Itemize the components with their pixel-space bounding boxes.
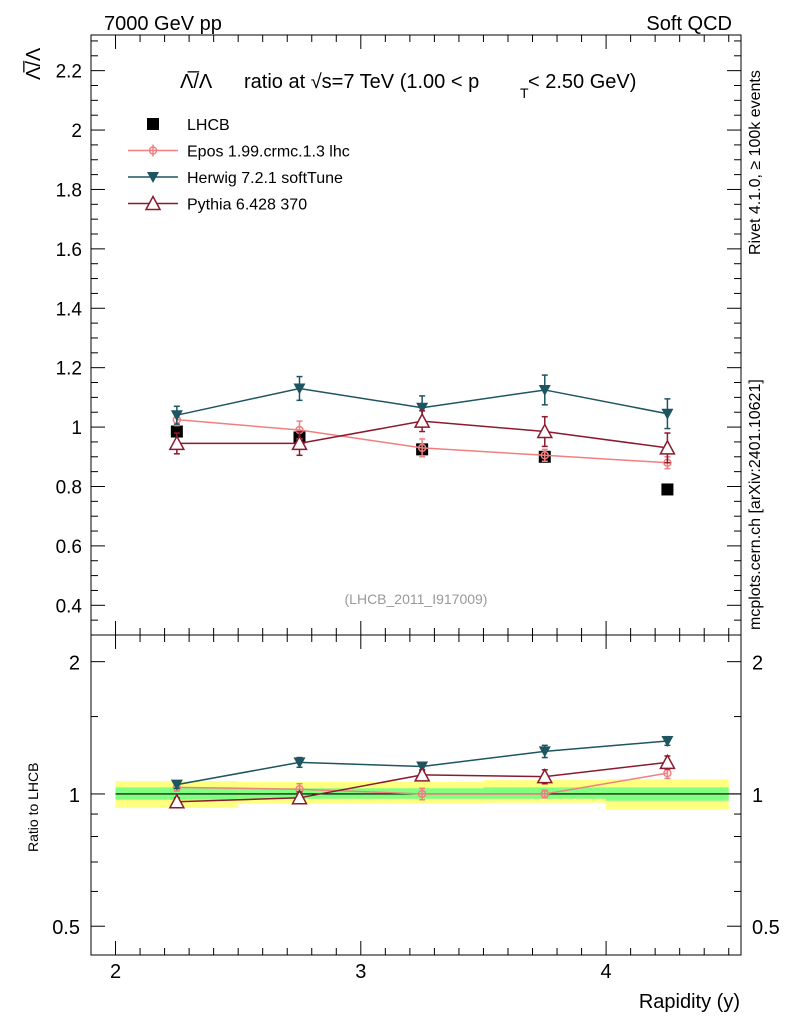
y-tick-label: 2 [71, 121, 82, 142]
ratio-point-pythia [168, 793, 186, 809]
data-point-epos [417, 443, 427, 453]
data-point-herwig [538, 384, 551, 396]
ratio-y-tick-label-right: 2 [752, 653, 763, 675]
ratio-panel: Ratio to LHCB 0.5 0.5 1 1 2 2 2 3 4 Rapidity (y) [25, 634, 780, 1013]
data-point-herwig [170, 410, 183, 422]
ratio-y-tick-label: 2 [69, 653, 80, 675]
main-panel: Λ̅/Λ Λ̅/Λ ratio at √s=7 TeV (1.00 < p T … [22, 34, 742, 636]
analysis-watermark: (LHCB_2011_I917009) [345, 591, 488, 607]
y-tick-label: 2.2 [56, 62, 82, 83]
header-left: 7000 GeV pp [104, 13, 222, 35]
title-end: < 2.50 GeV) [528, 71, 636, 93]
legend: LHCB Epos 1.99.crmc.1.3 lhc Herwig 7.2.1 s… [128, 117, 350, 214]
y-tick-label: 0.6 [56, 537, 82, 558]
y-tick-label: 1.4 [56, 299, 83, 320]
data-point-pythia [413, 412, 431, 428]
title-main: ratio at √s=7 TeV (1.00 < p [244, 71, 479, 93]
y-tick-label: 0.4 [56, 596, 83, 617]
header-right: Soft QCD [646, 13, 732, 35]
y-tick-label: 1.2 [56, 359, 82, 380]
data-point-pythia [291, 434, 308, 451]
y-tick-label: 1.8 [56, 180, 82, 201]
series-herwig [170, 374, 674, 430]
ratio-series-pythia [168, 753, 676, 809]
ratio-y-tick-label: 1 [69, 785, 80, 807]
mcplots-label: mcplots.cern.ch [arXiv:2401.10621] [747, 379, 764, 630]
x-tick-label: 3 [355, 961, 366, 983]
ratio-point-pythia [659, 753, 676, 770]
series-epos [172, 412, 672, 470]
series-pythia [168, 409, 676, 464]
plot-title: Λ̅/Λ ratio at √s=7 TeV (1.00 < p T < 2.5… [180, 70, 636, 101]
data-point-pythia [659, 439, 676, 455]
ratio-point-herwig [538, 746, 551, 758]
ratio-series-epos [172, 767, 672, 801]
title-symbol: Λ̅/Λ [180, 70, 213, 93]
ratio-point-herwig [293, 757, 306, 769]
y-tick-label: 1 [71, 418, 82, 439]
ratio-y-tick-label-right: 0.5 [752, 917, 780, 939]
legend-marker-pythia [144, 194, 162, 211]
legend-label-pythia: Pythia 6.428 370 [187, 197, 307, 214]
series-lhcb [170, 425, 674, 496]
x-axis-label: Rapidity (y) [639, 991, 740, 1013]
x-tick-label: 4 [601, 961, 612, 983]
ratio-point-pythia [413, 766, 431, 782]
rivet-label: Rivet 4.1.0, ≥ 100k events [747, 70, 764, 255]
ratio-point-epos [417, 789, 427, 799]
ratio-y-tick-label-right: 1 [752, 785, 763, 807]
legend-marker-lhcb [147, 118, 159, 130]
data-point-epos [540, 451, 550, 460]
x-tick-label: 2 [110, 961, 121, 983]
data-point-pythia [168, 434, 186, 451]
data-point-lhcb [170, 425, 183, 438]
data-point-herwig [293, 383, 306, 395]
ratio-point-pythia [536, 768, 554, 784]
y-tick-label: 1.6 [56, 240, 82, 261]
y-tick-label: 0.8 [56, 477, 82, 498]
ratio-point-epos [540, 789, 550, 799]
data-point-herwig [661, 408, 674, 420]
data-point-lhcb [661, 483, 674, 496]
data-point-pythia [536, 422, 554, 439]
legend-label-epos: Epos 1.99.crmc.1.3 lhc [187, 144, 350, 161]
data-point-herwig [416, 402, 429, 414]
ratio-y-axis-label: Ratio to LHCB [25, 763, 41, 852]
ratio-point-herwig [170, 779, 183, 791]
main-series [168, 374, 676, 496]
main-axes: 0.4 0.6 0.8 1 1.2 1.4 1.6 1.8 2 2.2 [56, 35, 741, 635]
legend-label-lhcb: LHCB [187, 117, 230, 134]
legend-marker-epos [148, 146, 158, 155]
ratio-bands [115, 779, 741, 810]
legend-marker-herwig [147, 172, 159, 183]
ratio-series [168, 735, 676, 809]
ratio-axes: 0.5 0.5 1 1 2 2 2 3 4 [52, 635, 780, 983]
ratio-y-tick-label: 0.5 [52, 917, 80, 939]
ratio-point-pythia [291, 789, 308, 805]
ratio-point-herwig [661, 735, 674, 747]
title-sub: T [520, 85, 529, 101]
ratio-frame [90, 634, 742, 956]
y-axis-label: Λ̅/Λ [22, 47, 45, 80]
legend-label-herwig: Herwig 7.2.1 softTune [187, 170, 343, 187]
